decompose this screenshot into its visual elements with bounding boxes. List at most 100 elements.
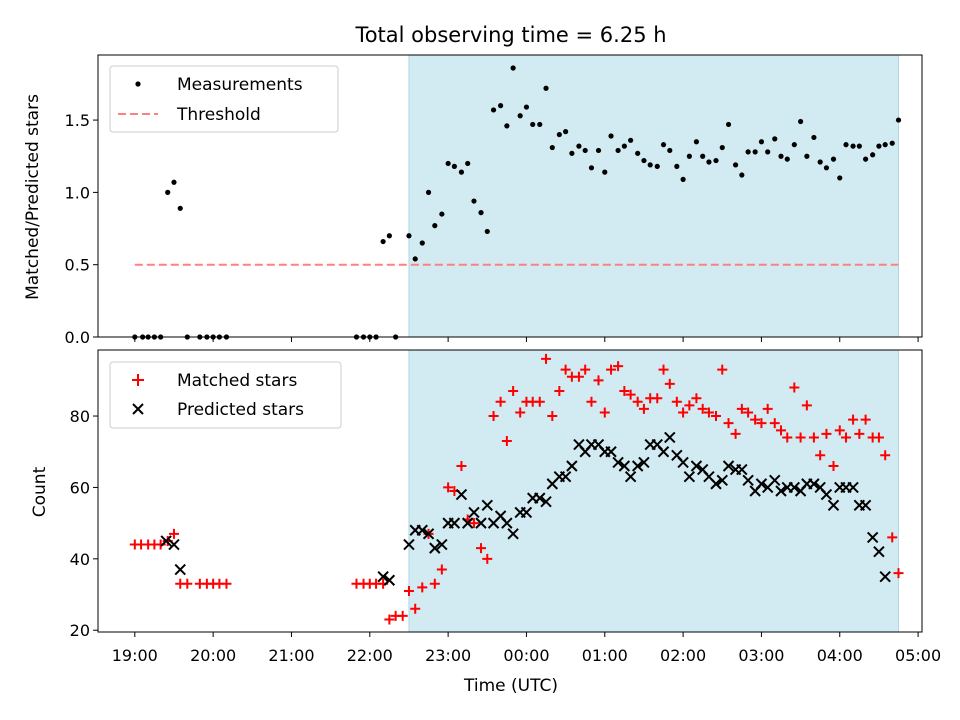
x-tick-label: 05:00 — [895, 646, 941, 665]
measurement-point — [621, 143, 627, 149]
measurement-point — [680, 176, 686, 182]
matched-star-point — [691, 393, 702, 404]
matched-star-point — [776, 425, 787, 436]
predicted-star-point — [174, 563, 186, 576]
measurement-point — [706, 159, 712, 165]
predicted-star-point — [624, 471, 637, 483]
matched-star-point — [586, 396, 597, 407]
matched-star-point — [834, 425, 845, 436]
measurement-point — [700, 153, 706, 159]
measurement-point — [582, 147, 588, 154]
axes-frame — [97, 54, 923, 338]
matched-star-point — [417, 582, 428, 593]
predicted-star-point — [520, 506, 533, 519]
matched-star-point — [652, 393, 663, 404]
x-tick-label: 23:00 — [425, 646, 471, 665]
y-tick-label: 0.5 — [65, 256, 90, 275]
matched-star-point — [443, 482, 454, 493]
measurement-point — [425, 189, 432, 195]
predicted-star-point — [168, 538, 180, 551]
matched-star-point — [717, 364, 728, 375]
measurement-point — [811, 134, 817, 141]
matched-star-point — [573, 371, 584, 382]
matched-star-point — [730, 428, 741, 439]
predicted-star-point — [422, 528, 435, 540]
predicted-star-point — [631, 460, 644, 472]
matched-star-point — [468, 518, 479, 529]
measurement-point — [439, 211, 445, 217]
measurement-point — [797, 118, 804, 125]
matched-star-point — [828, 461, 839, 472]
predicted-star-point — [468, 506, 480, 519]
predicted-star-point — [808, 478, 820, 490]
matched-star-point — [893, 568, 904, 579]
measurement-point — [778, 153, 784, 159]
measurement-point — [549, 144, 555, 151]
y-tick-label: 60 — [70, 478, 90, 497]
measurement-point — [451, 163, 457, 169]
predicted-star-point — [873, 545, 885, 558]
measurement-point — [432, 223, 438, 229]
matched-star-point — [410, 603, 421, 614]
matched-star-point — [873, 432, 884, 443]
matched-star-point — [515, 407, 526, 418]
predicted-star-point — [657, 446, 670, 458]
matched-star-point — [384, 614, 395, 625]
matched-star-point — [711, 411, 721, 422]
predicted-star-point — [859, 499, 872, 511]
predicted-star-point — [461, 517, 474, 529]
predicted-star-point — [455, 488, 468, 501]
legend-predicted-marker — [132, 403, 144, 415]
matched-star-point — [599, 407, 610, 418]
legend-matched-marker — [132, 374, 144, 386]
y-tick-label: 1.5 — [65, 111, 90, 130]
predicted-star-point — [559, 471, 572, 483]
predicted-star-point — [664, 431, 676, 444]
measurement-point — [517, 113, 523, 119]
matched-star-point — [664, 378, 675, 389]
matched-star-point — [808, 432, 819, 443]
predicted-star-point — [436, 538, 448, 551]
observing-window — [408, 54, 900, 338]
measurement-point — [523, 104, 530, 110]
predicted-star-point — [377, 570, 389, 583]
measurement-point — [725, 121, 732, 128]
matched-star-point — [541, 353, 552, 364]
measurement-point — [445, 160, 451, 167]
measurement-point — [823, 165, 830, 171]
measurement-point — [876, 143, 882, 149]
measurement-point — [667, 147, 673, 154]
matched-star-point — [436, 564, 447, 575]
matched-star-point — [547, 411, 558, 422]
predicted-star-point — [501, 517, 513, 529]
measurement-point — [165, 189, 171, 195]
measurement-point — [419, 240, 425, 246]
measurement-point — [870, 152, 876, 158]
measurement-point — [471, 198, 477, 204]
y-tick-label: 40 — [70, 550, 90, 569]
predicted-star-point — [540, 496, 552, 508]
matched-star-point — [789, 382, 800, 393]
predicted-star-point — [716, 474, 728, 486]
predicted-star-point — [429, 542, 441, 554]
matched-star-point — [723, 418, 734, 429]
matched-star-point — [743, 407, 754, 418]
measurement-point — [863, 156, 869, 162]
predicted-star-point — [677, 456, 689, 469]
measurement-point — [732, 162, 739, 168]
measurement-point — [647, 162, 653, 168]
matched-star-point — [613, 361, 624, 372]
measurement-point — [171, 179, 177, 185]
measurement-point — [465, 160, 471, 167]
predicted-star-point — [448, 517, 461, 529]
chart-title: Total observing time = 6.25 h — [354, 23, 666, 47]
predicted-star-point — [605, 446, 617, 458]
predicted-star-point — [788, 481, 801, 494]
measurement-point — [478, 210, 484, 216]
measurement-point — [530, 121, 536, 128]
measurement-point — [484, 228, 490, 235]
matched-star-point — [221, 578, 232, 589]
matched-star-point — [887, 532, 898, 543]
predicted-star-point — [638, 456, 650, 469]
predicted-star-point — [160, 535, 172, 547]
